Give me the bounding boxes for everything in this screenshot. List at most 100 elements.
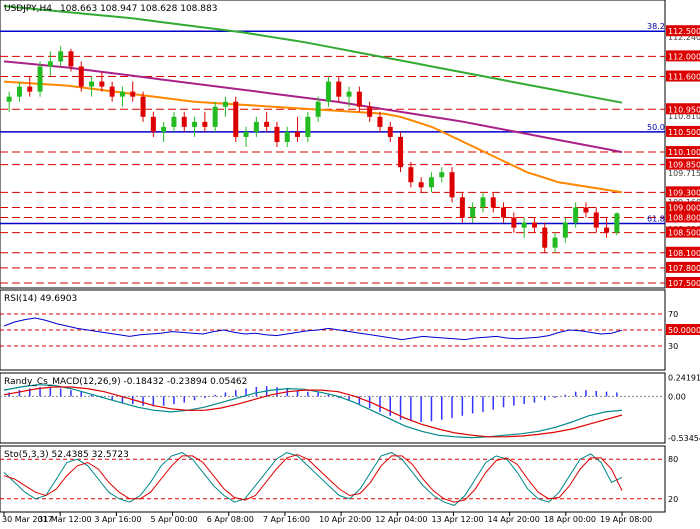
rsi-level-label: 30 xyxy=(668,342,678,351)
candle-body xyxy=(418,182,424,188)
candle-body xyxy=(202,121,208,127)
fib-label: 38.2 xyxy=(647,22,665,31)
price-tag-label: 110.500 xyxy=(668,128,700,137)
rsi-level-label: 70 xyxy=(668,310,678,319)
candle-body xyxy=(37,66,43,92)
candle-body xyxy=(274,126,280,142)
candle-body xyxy=(490,197,496,208)
price-tag-label: 109.850 xyxy=(668,161,700,170)
candle-body xyxy=(449,172,455,198)
candle-body xyxy=(562,222,568,238)
symbol-label: USDJPY,H4 xyxy=(4,4,52,14)
candle-body xyxy=(377,116,383,127)
rsi-label: RSI(14) 49.6903 xyxy=(4,294,77,304)
time-label: 14 Apr 20:00 xyxy=(488,515,540,524)
candle-body xyxy=(58,51,64,62)
candle-body xyxy=(501,207,507,218)
time-label: 30 Mar 2017 xyxy=(2,515,53,524)
price-tag-label: 112.000 xyxy=(668,52,700,61)
price-tag-label: 109.000 xyxy=(668,203,700,212)
price-tag xyxy=(666,146,700,158)
candle-body xyxy=(604,227,610,233)
price-tag-label: 109.300 xyxy=(668,188,700,197)
time-label: 18 Apr 00:00 xyxy=(544,515,596,524)
stoch-label: Sto(5,3,3) 52.4385 32.5723 xyxy=(4,450,129,460)
price-tag-label: 112.500 xyxy=(668,27,700,36)
price-tag xyxy=(666,226,700,238)
candle-body xyxy=(480,197,486,208)
price-tag xyxy=(666,70,700,82)
candle-body xyxy=(295,131,301,137)
stoch-k-line xyxy=(3,452,623,506)
price-tag xyxy=(666,276,700,288)
candle-body xyxy=(140,96,146,117)
candle-body xyxy=(192,121,198,127)
candle-body xyxy=(68,51,74,67)
time-label: 3 Apr 16:00 xyxy=(94,515,141,524)
candle-body xyxy=(398,136,404,168)
price-tag-label: 107.500 xyxy=(668,279,700,288)
candle-body xyxy=(243,131,249,137)
price-tag xyxy=(666,261,700,273)
time-label: 5 Apr 00:00 xyxy=(151,515,198,524)
time-label: 7 Apr 16:00 xyxy=(263,515,310,524)
candle-body xyxy=(439,172,445,178)
candle-body xyxy=(346,91,352,97)
candle-body xyxy=(119,91,125,97)
price-tick: 110.810 xyxy=(668,112,700,121)
price-tag xyxy=(666,186,700,198)
candle-body xyxy=(99,81,105,87)
ohlc-readout: 108.663 108.947 108.628 108.883 xyxy=(60,4,217,14)
time-label: 31 Mar 12:00 xyxy=(38,515,91,524)
macd-line xyxy=(3,384,623,439)
rsi-level-tag xyxy=(666,324,700,335)
fib-label: 50.0 xyxy=(647,123,665,132)
price-tag xyxy=(666,158,700,170)
candle-body xyxy=(27,86,33,92)
candle-body xyxy=(531,222,537,228)
candle-body xyxy=(356,91,362,107)
candle-body xyxy=(161,126,167,132)
price-tick: 112.240 xyxy=(668,33,700,42)
candle-body xyxy=(614,213,620,233)
candle-body xyxy=(264,121,270,127)
candle-body xyxy=(181,116,187,127)
candle-body xyxy=(593,212,599,228)
price-tag xyxy=(666,246,700,258)
price-tag-label: 110.950 xyxy=(668,105,700,114)
candle-body xyxy=(521,222,527,228)
candle-body xyxy=(150,116,156,132)
candle-body xyxy=(336,81,342,97)
ma-green-line xyxy=(3,5,623,104)
ma-orange-line xyxy=(3,80,623,194)
candle-body xyxy=(6,96,12,102)
candle-body xyxy=(459,197,465,218)
candle-body xyxy=(233,101,239,137)
candle-body xyxy=(573,207,579,223)
time-label: 10 Apr 20:00 xyxy=(319,515,371,524)
stoch-level-label: 20 xyxy=(668,495,678,504)
price-tag-label: 108.100 xyxy=(668,249,700,258)
time-label: 13 Apr 12:00 xyxy=(431,515,483,524)
candle-body xyxy=(16,86,22,97)
candle-body xyxy=(222,101,228,107)
candle-body xyxy=(552,237,558,248)
candle-body xyxy=(284,131,290,142)
stoch-d-line xyxy=(3,454,623,503)
price-tag xyxy=(666,125,700,137)
price-tag-label: 108.800 xyxy=(668,214,700,223)
price-tag xyxy=(666,103,700,115)
price-tag xyxy=(666,50,700,62)
candle-body xyxy=(470,207,476,218)
ma-purple-line xyxy=(3,60,623,154)
candle-body xyxy=(89,81,95,87)
candle-body xyxy=(315,101,321,117)
price-tick: 109.715 xyxy=(668,169,700,178)
price-tag-label: 108.500 xyxy=(668,229,700,238)
candle-body xyxy=(109,86,115,97)
candle-body xyxy=(387,126,393,137)
macd-level-label: 0.00 xyxy=(668,392,686,401)
price-tag xyxy=(666,211,700,223)
